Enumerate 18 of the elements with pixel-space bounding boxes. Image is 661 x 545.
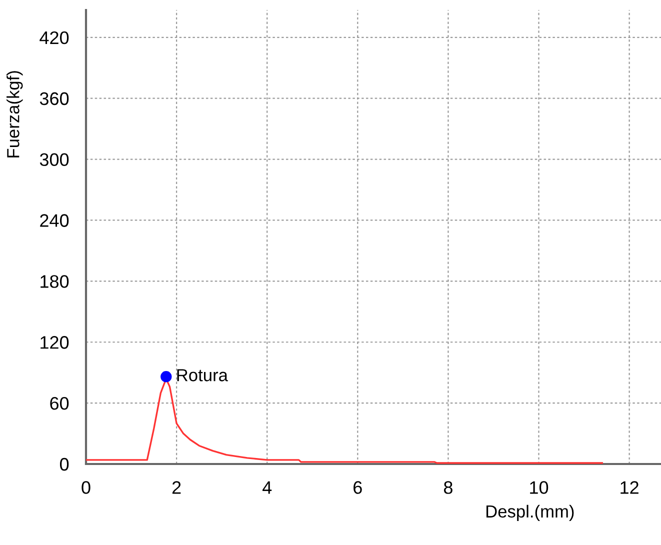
y-tick-label: 180 [40, 275, 69, 288]
x-axis-title: Despl.(mm) [486, 504, 574, 522]
x-tick-label: 0 [82, 481, 90, 494]
annotation: Rotura [177, 369, 228, 382]
y-tick-label: 420 [40, 31, 69, 44]
x-tick-label: 4 [262, 481, 272, 494]
y-tick-label: 360 [40, 92, 69, 106]
x-tick-label: 8 [444, 481, 452, 494]
y-tick-label: 60 [50, 396, 69, 410]
y-tick-label: 120 [40, 336, 69, 349]
y-tick-label: 0 [60, 458, 69, 471]
y-tick-label: 240 [40, 214, 69, 227]
y-tick-label: 300 [40, 153, 69, 166]
x-tick-label: 6 [354, 481, 362, 494]
x-tick-label: 2 [172, 481, 181, 494]
x-tick-label: 12 [620, 481, 638, 494]
y-axis-title: Fuerza(kgf) [6, 71, 23, 158]
x-tick-label: 10 [530, 481, 548, 494]
